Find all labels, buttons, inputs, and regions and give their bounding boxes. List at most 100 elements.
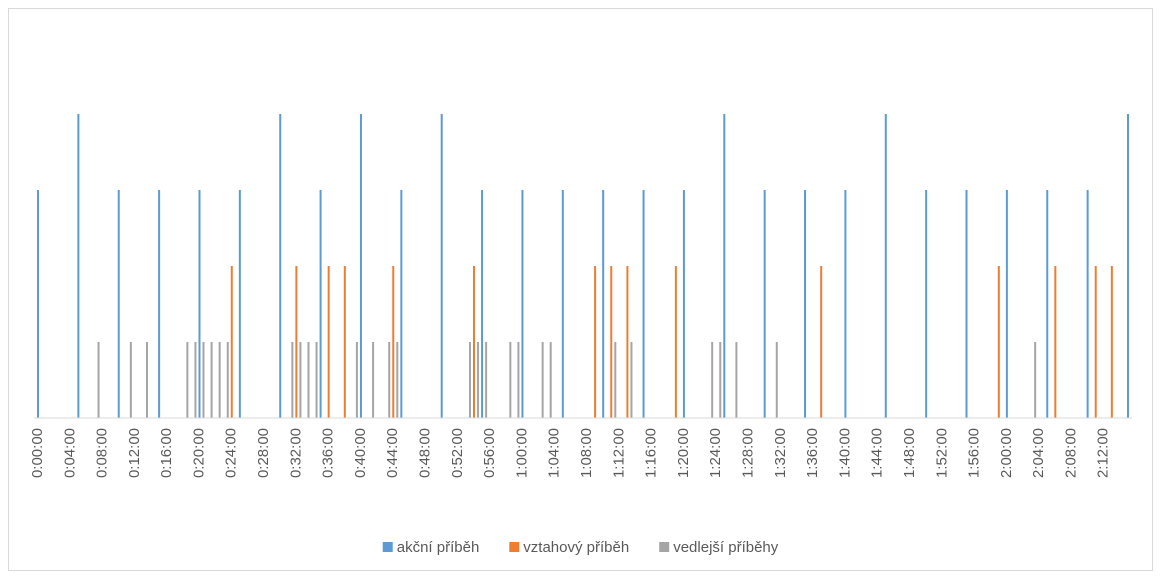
legend-swatch — [509, 542, 520, 552]
bar — [844, 190, 847, 418]
bar — [820, 266, 823, 418]
x-tick-label: 1:52:00 — [933, 428, 950, 478]
x-tick-label: 0:28:00 — [255, 428, 272, 478]
bar — [307, 342, 310, 418]
x-tick-label: 0:20:00 — [190, 428, 207, 478]
bar — [202, 342, 205, 418]
x-tick-label: 0:52:00 — [449, 428, 466, 478]
bar — [315, 342, 318, 418]
bar — [117, 190, 120, 418]
x-tick-label: 2:12:00 — [1095, 428, 1112, 478]
x-tick-label: 1:00:00 — [513, 428, 530, 478]
bar — [541, 342, 544, 418]
bar — [965, 190, 968, 418]
x-tick-label: 1:36:00 — [804, 428, 821, 478]
bar — [477, 342, 480, 418]
bar — [723, 114, 726, 418]
bar — [388, 342, 391, 418]
bar — [400, 190, 403, 418]
bar — [481, 190, 484, 418]
bar — [1054, 266, 1057, 418]
x-tick-label: 1:32:00 — [772, 428, 789, 478]
bar — [763, 190, 766, 418]
bar — [509, 342, 512, 418]
bar — [997, 266, 1000, 418]
legend-label: vztahový příběh — [523, 539, 629, 556]
bar — [1094, 266, 1097, 418]
bar — [473, 266, 475, 418]
x-tick-label: 0:24:00 — [223, 428, 240, 478]
bar — [1127, 114, 1129, 418]
x-tick-label: 0:12:00 — [126, 428, 143, 478]
bar — [129, 342, 132, 418]
x-tick-label: 0:32:00 — [287, 428, 304, 478]
bar — [238, 190, 241, 418]
bar — [1046, 190, 1049, 418]
bar — [682, 190, 685, 418]
bar — [279, 114, 282, 418]
x-tick-label: 0:48:00 — [417, 428, 434, 478]
bar — [925, 190, 928, 418]
legend-swatch — [659, 542, 670, 552]
x-tick-label: 0:04:00 — [61, 428, 78, 478]
bar — [630, 342, 633, 418]
bar — [355, 342, 358, 418]
bar — [1086, 190, 1089, 418]
x-tick-label: 2:08:00 — [1062, 428, 1079, 478]
x-tick-label: 1:40:00 — [836, 428, 853, 478]
bar — [230, 266, 233, 418]
x-tick-label: 1:16:00 — [643, 428, 660, 478]
x-tick-label: 0:08:00 — [94, 428, 111, 478]
x-tick-label: 0:16:00 — [158, 428, 175, 478]
bar — [610, 266, 613, 418]
bar — [735, 342, 738, 418]
bar — [392, 266, 395, 418]
x-tick-label: 1:28:00 — [739, 428, 756, 478]
x-tick-label: 1:56:00 — [966, 428, 983, 478]
legend-swatch — [382, 542, 393, 552]
x-tick-label: 0:56:00 — [481, 428, 498, 478]
x-tick-label: 0:00:00 — [29, 428, 46, 478]
legend-label: akční příběh — [397, 539, 480, 556]
bar — [775, 342, 778, 418]
bar — [158, 190, 161, 418]
x-tick-label: 0:40:00 — [352, 428, 369, 478]
bar — [1110, 266, 1113, 418]
bar — [343, 266, 346, 418]
bar — [804, 190, 807, 418]
x-tick-label: 1:24:00 — [707, 428, 724, 478]
bar — [37, 190, 39, 418]
bar — [485, 342, 488, 418]
bar — [517, 342, 520, 418]
bar — [218, 342, 221, 418]
bar — [319, 190, 322, 418]
bar — [359, 114, 362, 418]
bar — [1034, 342, 1037, 418]
bar — [198, 190, 201, 418]
x-tick-label: 0:36:00 — [320, 428, 337, 478]
bar — [396, 342, 399, 418]
bar — [291, 342, 294, 418]
x-tick-label: 1:20:00 — [675, 428, 692, 478]
bar — [594, 266, 597, 418]
legend-label: vedlejší příběhy — [673, 539, 779, 556]
x-tick-label: 1:12:00 — [610, 428, 627, 478]
bar — [186, 342, 189, 418]
bar — [97, 342, 100, 418]
bar — [884, 114, 887, 418]
x-tick-label: 2:04:00 — [1030, 428, 1047, 478]
bar — [226, 342, 229, 418]
bar — [440, 114, 443, 418]
bar — [372, 342, 375, 418]
bar — [711, 342, 714, 418]
bar — [194, 342, 197, 418]
bar — [1005, 190, 1008, 418]
bar — [642, 190, 645, 418]
bar — [602, 190, 605, 418]
bar — [468, 342, 471, 418]
x-tick-label: 2:00:00 — [998, 428, 1015, 478]
bar — [299, 342, 302, 418]
bar — [719, 342, 722, 418]
bar — [327, 266, 330, 418]
